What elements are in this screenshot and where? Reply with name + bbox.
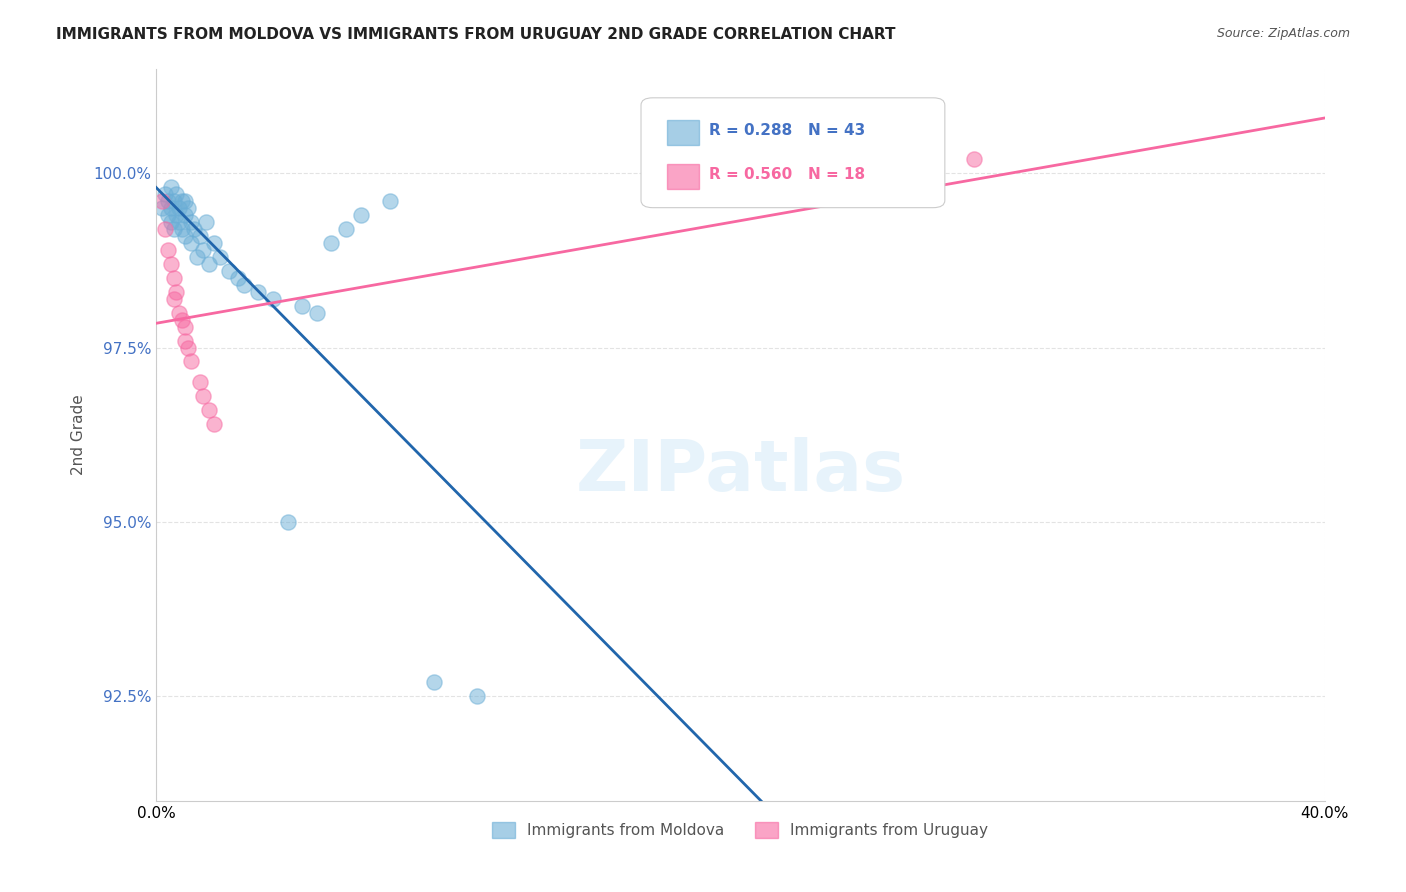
- Moldova: [159, 215, 181, 229]
- Moldova: [174, 194, 197, 208]
- Moldova: [291, 299, 314, 313]
- Uruguay: [156, 243, 179, 257]
- Moldova: [166, 187, 188, 202]
- Uruguay: [191, 389, 214, 403]
- Moldova: [174, 228, 197, 243]
- Moldova: [162, 222, 184, 236]
- Moldova: [166, 208, 188, 222]
- Text: Source: ZipAtlas.com: Source: ZipAtlas.com: [1216, 27, 1350, 40]
- Moldova: [188, 228, 211, 243]
- Uruguay: [174, 319, 197, 334]
- FancyBboxPatch shape: [641, 98, 945, 208]
- Text: ZIPatlas: ZIPatlas: [575, 437, 905, 506]
- Uruguay: [166, 285, 188, 299]
- Moldova: [197, 257, 219, 271]
- Moldova: [172, 222, 194, 236]
- Moldova: [169, 215, 191, 229]
- Moldova: [247, 285, 270, 299]
- Moldova: [276, 515, 298, 529]
- Uruguay: [159, 257, 181, 271]
- Moldova: [156, 194, 179, 208]
- Uruguay: [174, 334, 197, 348]
- Moldova: [204, 235, 226, 250]
- Bar: [666, 120, 699, 145]
- Uruguay: [162, 292, 184, 306]
- Moldova: [159, 201, 181, 215]
- Uruguay: [197, 403, 219, 417]
- Moldova: [153, 187, 176, 202]
- Bar: [666, 164, 699, 189]
- Uruguay: [169, 305, 191, 319]
- Moldova: [321, 235, 343, 250]
- Moldova: [174, 208, 197, 222]
- Moldova: [378, 194, 401, 208]
- Moldova: [349, 208, 371, 222]
- Moldova: [162, 194, 184, 208]
- Moldova: [191, 243, 214, 257]
- Text: R = 0.288   N = 43: R = 0.288 N = 43: [709, 123, 865, 138]
- Y-axis label: 2nd Grade: 2nd Grade: [72, 394, 86, 475]
- Moldova: [177, 201, 200, 215]
- Uruguay: [177, 341, 200, 355]
- Moldova: [180, 235, 202, 250]
- Uruguay: [150, 194, 173, 208]
- Moldova: [194, 215, 217, 229]
- Moldova: [169, 201, 191, 215]
- Moldova: [180, 215, 202, 229]
- Moldova: [218, 264, 240, 278]
- Uruguay: [204, 417, 226, 432]
- Legend: Immigrants from Moldova, Immigrants from Uruguay: Immigrants from Moldova, Immigrants from…: [486, 816, 994, 845]
- Moldova: [183, 222, 205, 236]
- Moldova: [172, 194, 194, 208]
- Uruguay: [162, 270, 184, 285]
- Moldova: [335, 222, 357, 236]
- Moldova: [232, 277, 254, 292]
- Moldova: [156, 208, 179, 222]
- Uruguay: [963, 152, 986, 166]
- Moldova: [186, 250, 208, 264]
- Uruguay: [153, 222, 176, 236]
- Text: R = 0.560   N = 18: R = 0.560 N = 18: [709, 167, 865, 182]
- Uruguay: [172, 312, 194, 326]
- Moldova: [262, 292, 284, 306]
- Moldova: [159, 180, 181, 194]
- Moldova: [422, 675, 444, 690]
- Moldova: [305, 305, 328, 319]
- Text: IMMIGRANTS FROM MOLDOVA VS IMMIGRANTS FROM URUGUAY 2ND GRADE CORRELATION CHART: IMMIGRANTS FROM MOLDOVA VS IMMIGRANTS FR…: [56, 27, 896, 42]
- Moldova: [226, 270, 249, 285]
- Moldova: [150, 201, 173, 215]
- Uruguay: [188, 376, 211, 390]
- Uruguay: [180, 354, 202, 368]
- Moldova: [467, 690, 489, 704]
- Moldova: [209, 250, 232, 264]
